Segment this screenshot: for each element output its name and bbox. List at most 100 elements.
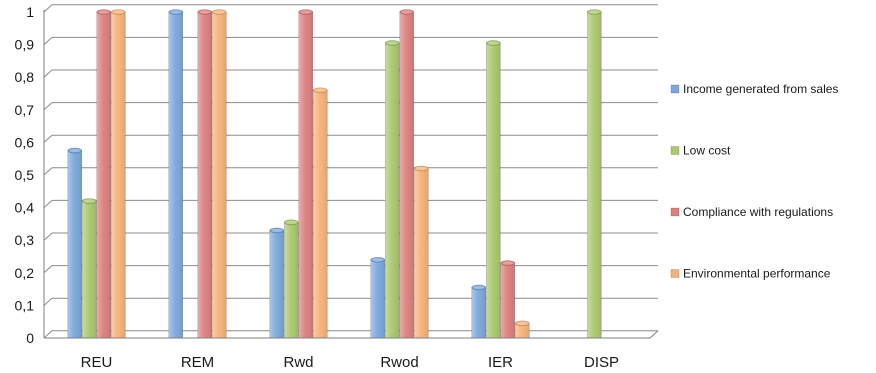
bar-top-highlight [83, 199, 95, 203]
bar [67, 147, 83, 339]
legend-item: Income generated from sales [670, 82, 838, 96]
bar-top [81, 198, 97, 204]
bar-top [269, 227, 285, 234]
y-tick-label: 0,7 [15, 102, 35, 118]
legend-item: Low cost [670, 144, 731, 158]
bar [370, 256, 386, 339]
x-category-label: REM [181, 354, 214, 371]
bar-top [514, 320, 530, 327]
gridline-diagonal [43, 297, 53, 306]
gridline-diagonal [43, 37, 53, 45]
legend-label: Low cost [683, 144, 731, 158]
bar-top [384, 40, 400, 46]
gridline-diagonal [43, 265, 53, 274]
legend-item: Compliance with regulations [670, 205, 833, 219]
bar [96, 9, 112, 339]
bar [269, 227, 285, 339]
bar-top-highlight [314, 88, 326, 92]
y-tick-label: 0,9 [15, 37, 35, 53]
gridline-diagonal [43, 4, 53, 13]
bar [399, 9, 415, 339]
bar-top-highlight [170, 10, 182, 14]
bar [312, 87, 328, 339]
bar-top [370, 256, 386, 263]
bar-top-highlight [386, 41, 398, 45]
y-tick-label: 1 [26, 4, 34, 20]
bar-shading [298, 12, 313, 338]
legend-swatch [670, 84, 680, 94]
bar-shading [168, 12, 183, 338]
bar-shading [313, 90, 328, 339]
bar-top [298, 9, 314, 15]
bar-shading [67, 150, 82, 338]
bar-top-highlight [285, 220, 297, 224]
bar-top [67, 147, 83, 154]
bar-top [168, 9, 184, 15]
x-category-label: IER [488, 354, 513, 371]
bar-shading [111, 12, 126, 338]
gridline-diagonal [43, 200, 53, 208]
bar-top-highlight [502, 261, 514, 265]
bar-top-highlight [372, 258, 384, 262]
x-axis-category-labels: REU REM Rwd Rwod IER DISP [81, 354, 619, 371]
legend-label: Compliance with regulations [683, 205, 833, 219]
bar-top [96, 9, 112, 15]
legend-swatch [670, 269, 680, 278]
bar [283, 219, 299, 339]
bar-shading [500, 263, 515, 338]
bar-shading [399, 12, 414, 338]
legend-swatch [670, 207, 680, 217]
bar [81, 198, 97, 339]
bar-top-highlight [473, 285, 485, 289]
y-tick-label: 0,3 [15, 232, 35, 248]
x-category-label: Rwd [283, 354, 313, 371]
bar-top [399, 9, 415, 15]
bar-top-highlight [98, 10, 110, 14]
gridline-diagonal [43, 232, 53, 241]
bar-top-highlight [300, 10, 312, 14]
x-category-label: DISP [584, 354, 619, 371]
y-tick-label: 0,8 [15, 69, 35, 85]
bar-top [413, 165, 429, 172]
bar-top-highlight [516, 321, 528, 325]
bar-shading [212, 12, 227, 338]
bar-shading [515, 323, 530, 338]
bar-shading [486, 42, 501, 338]
bar-top-highlight [415, 166, 427, 170]
y-tick-label: 0 [26, 330, 34, 346]
gridline-diagonal [43, 69, 53, 78]
bar [485, 40, 501, 339]
bar-top-highlight [199, 10, 211, 14]
bar-top [500, 260, 516, 266]
bar-top-highlight [588, 10, 600, 14]
legend-item: Environmental performance [670, 267, 831, 281]
bar [586, 9, 602, 339]
bar [298, 9, 314, 339]
x-category-label: REU [81, 354, 113, 371]
bar-shading [96, 12, 111, 338]
bars-group [67, 9, 602, 339]
axes [43, 10, 659, 339]
bar-top-highlight [487, 41, 499, 45]
bar-shading [284, 222, 299, 338]
y-tick-label: 0,4 [15, 200, 35, 216]
bar-top [283, 219, 299, 226]
bar-top [211, 9, 227, 15]
gridline-diagonal [43, 167, 53, 176]
gridline-diagonal [43, 330, 53, 339]
bar-shading [471, 287, 486, 338]
bar-shading [385, 42, 400, 338]
bar [384, 40, 400, 339]
bar [471, 284, 487, 339]
y-tick-label: 0,2 [15, 265, 35, 281]
bar-top-highlight [213, 10, 225, 14]
y-axis-tick-labels: 0 0,1 0,2 0,3 0,4 0,5 0,6 0,7 0,8 0,9 1 [15, 4, 35, 346]
bar-top [485, 40, 501, 46]
legend: Income generated from sales Low cost Compl… [670, 82, 838, 281]
bar-shading [370, 259, 385, 338]
x-axis-floor-edge [649, 330, 659, 339]
bar-top [586, 9, 602, 15]
gridline-diagonal [43, 134, 53, 143]
bar-shading [587, 12, 602, 338]
gridline-diagonal [43, 102, 53, 111]
